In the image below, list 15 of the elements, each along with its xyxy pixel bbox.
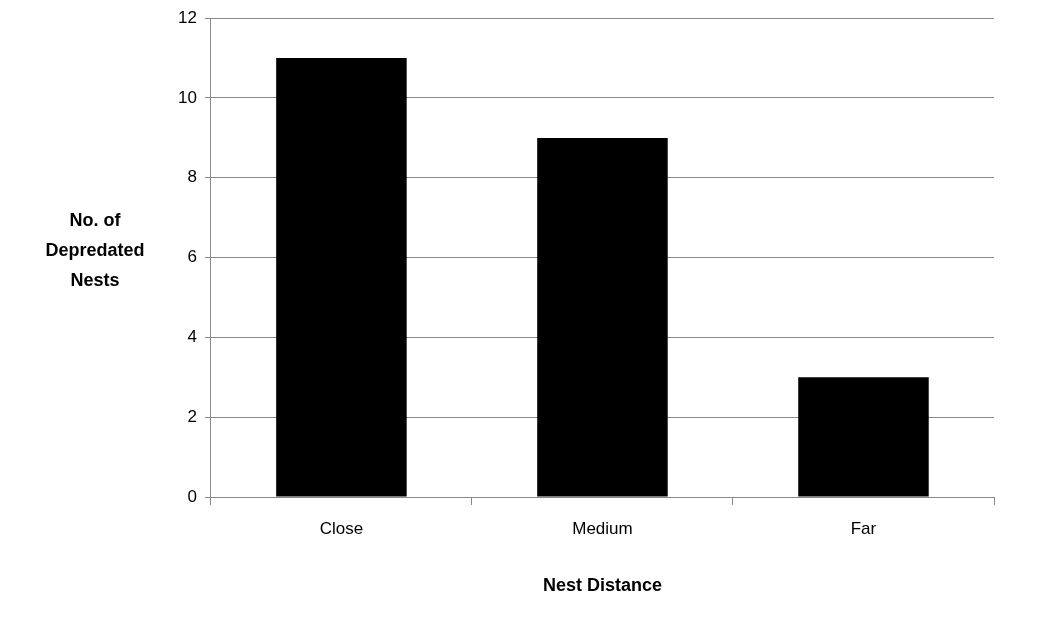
- y-tick-label: 0: [187, 486, 197, 506]
- y-tick-label: 10: [177, 87, 197, 107]
- y-tick-label: 6: [187, 247, 197, 267]
- x-axis-title: Nest Distance: [542, 575, 662, 596]
- y-tick-label: 2: [187, 406, 197, 426]
- x-tick-label: Medium: [572, 518, 633, 538]
- y-tick-label: 12: [177, 7, 197, 27]
- bar: [537, 137, 668, 497]
- y-axis-title: No. of Depredated Nests: [44, 209, 146, 292]
- y-tick-label: 8: [187, 167, 197, 187]
- bar: [276, 58, 407, 497]
- y-tick-label: 4: [187, 327, 197, 347]
- x-tick-label: Far: [850, 518, 877, 538]
- bar: [798, 377, 929, 497]
- x-tick-label: Close: [319, 518, 364, 538]
